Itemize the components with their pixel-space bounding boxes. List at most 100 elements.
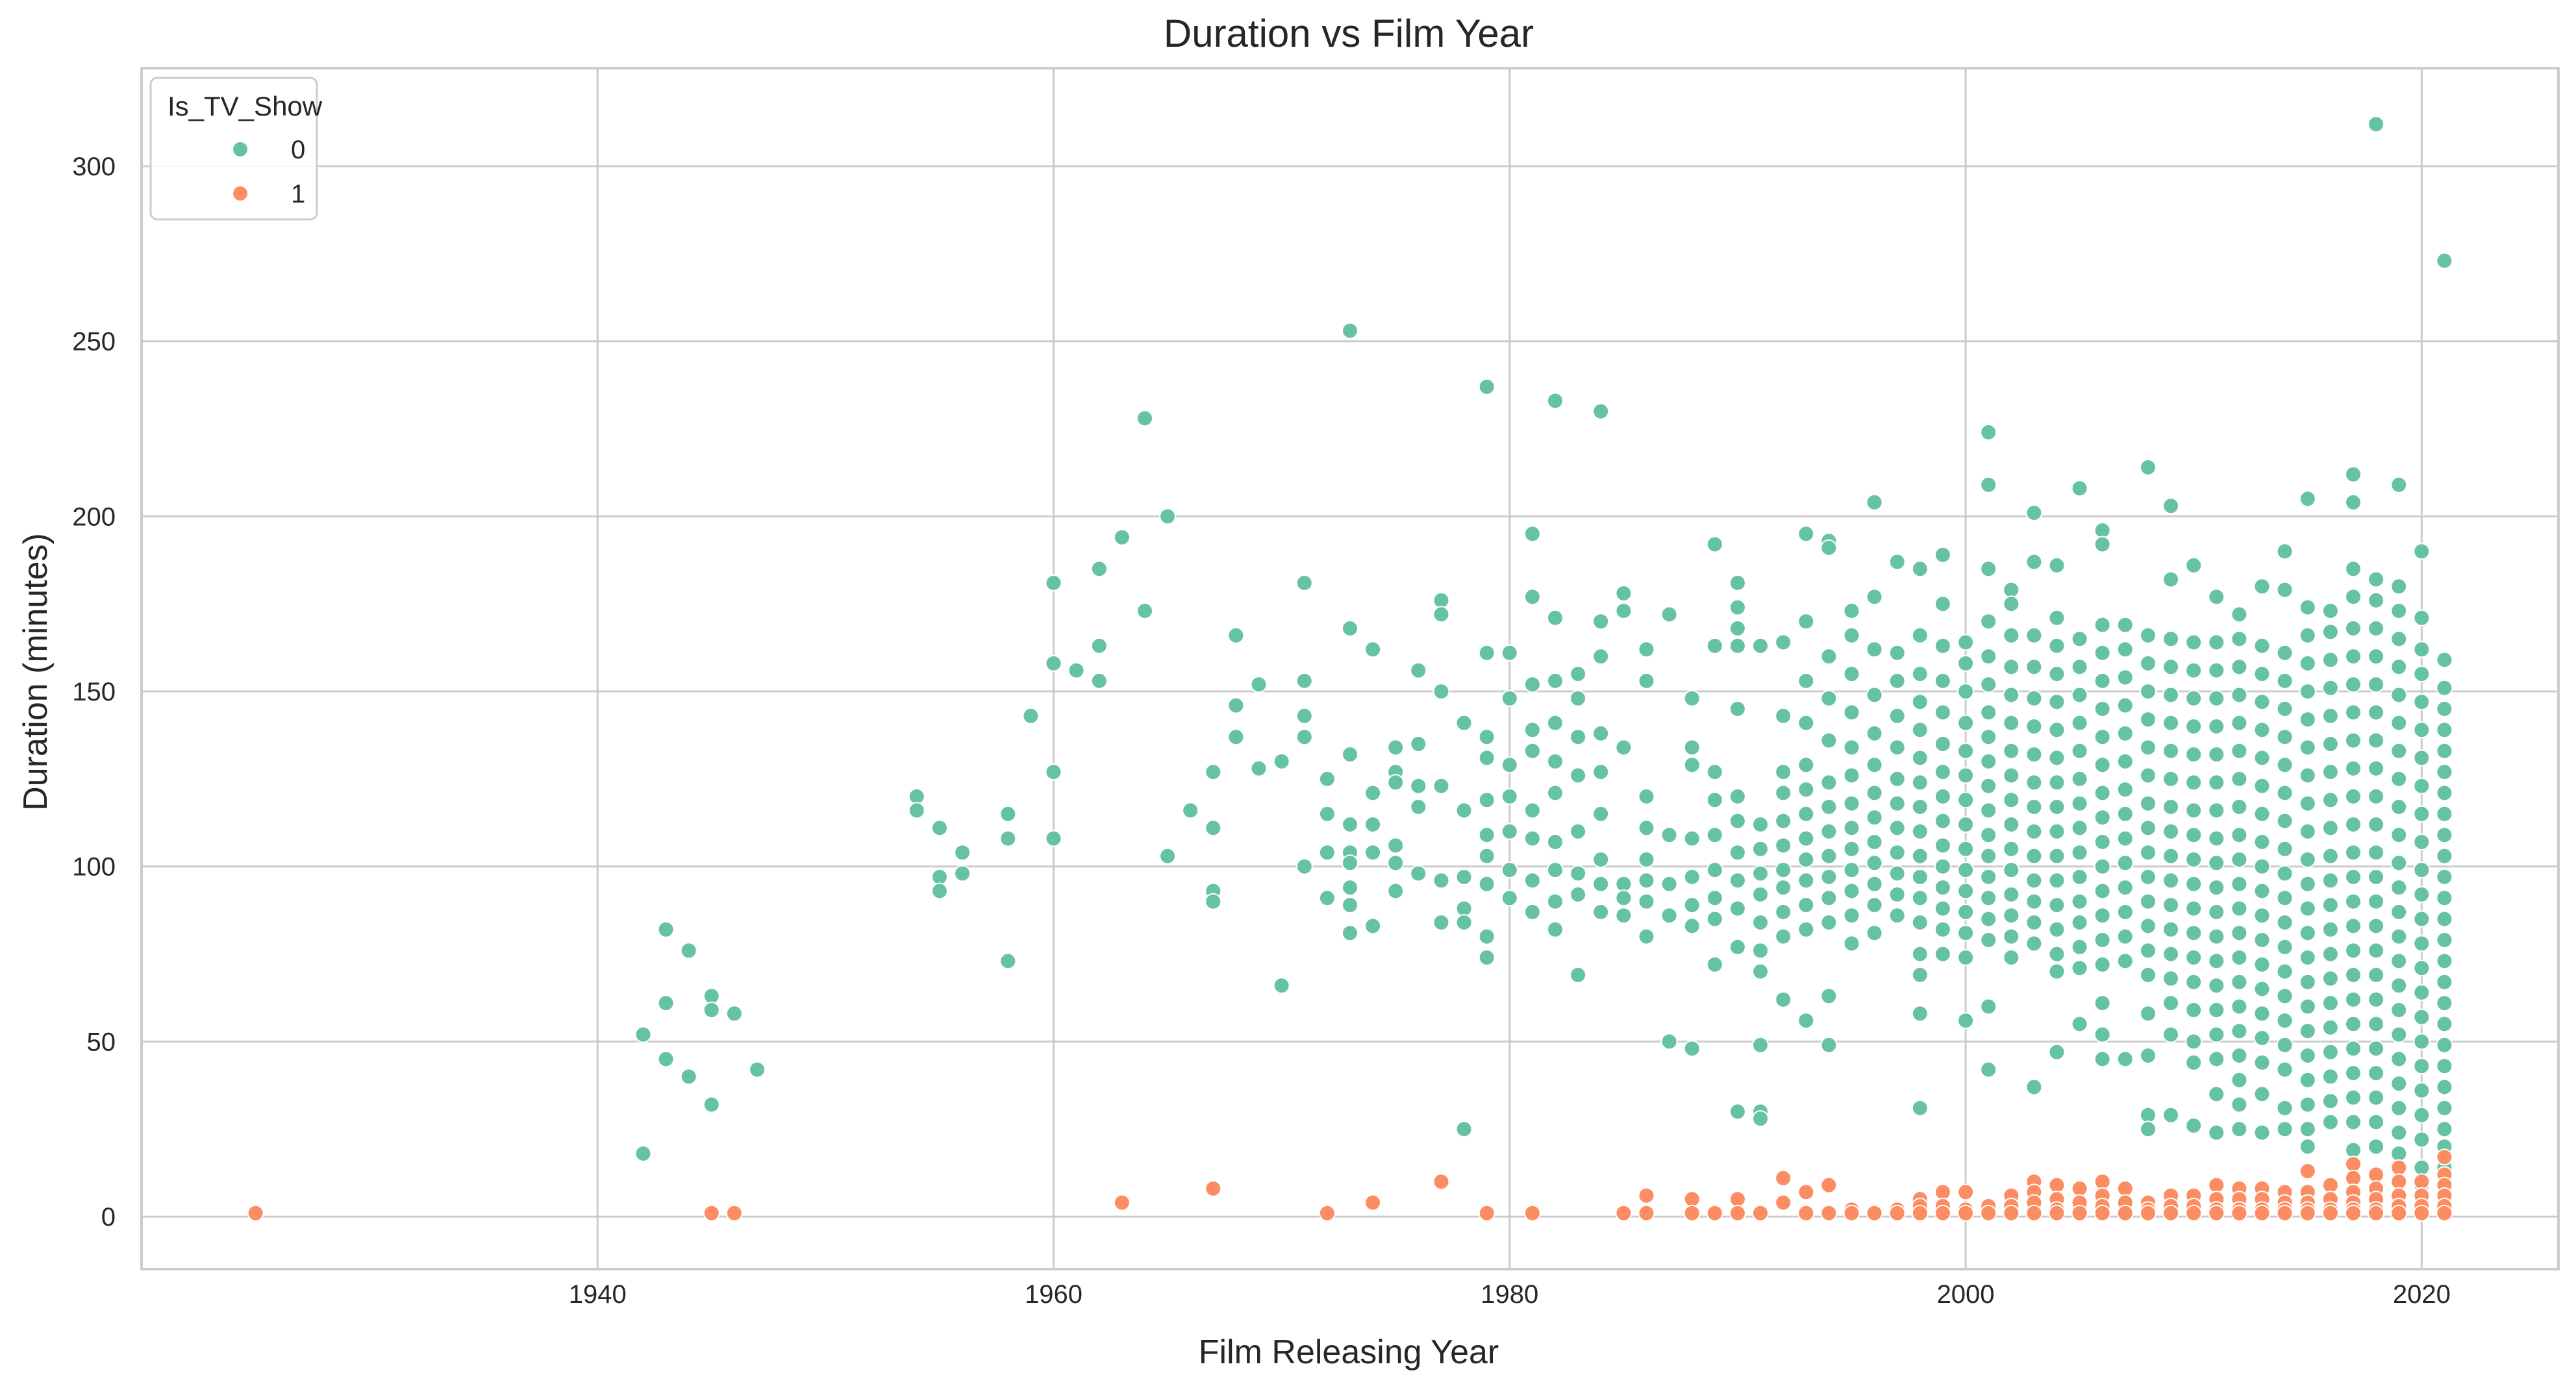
data-point-series-0	[2413, 641, 2431, 658]
data-point-series-0	[2231, 770, 2248, 787]
data-point-series-0	[1866, 834, 1883, 850]
data-point-series-0	[1957, 924, 1975, 942]
data-point-series-0	[2025, 553, 2043, 571]
data-point-series-0	[2162, 497, 2180, 515]
data-point-series-0	[2299, 1138, 2316, 1156]
data-point-series-0	[1342, 620, 1358, 637]
data-point-series-0	[2048, 897, 2066, 914]
data-point-series-0	[1957, 791, 1975, 809]
data-point-series-1	[1934, 1204, 1951, 1222]
data-point-series-0	[2071, 770, 2088, 787]
data-point-series-0	[2299, 823, 2316, 840]
data-point-series-0	[2345, 620, 2362, 637]
data-point-series-0	[1113, 528, 1131, 546]
data-point-series-0	[1866, 493, 1883, 511]
data-point-series-0	[2162, 823, 2180, 840]
data-point-series-0	[2003, 658, 2020, 676]
data-point-series-0	[2276, 840, 2294, 858]
data-point-series-0	[2368, 1138, 2385, 1156]
data-point-series-0	[2162, 686, 2180, 704]
data-point-series-0	[1934, 921, 1951, 938]
data-point-series-0	[1820, 914, 1838, 931]
data-point-series-0	[2208, 977, 2225, 995]
data-point-series-0	[2413, 721, 2431, 739]
data-point-series-1	[2094, 1173, 2111, 1191]
data-point-series-0	[2436, 784, 2453, 802]
data-point-series-0	[1752, 865, 1769, 882]
data-point-series-0	[2321, 763, 2339, 781]
data-point-series-0	[2231, 1096, 2248, 1113]
data-point-series-0	[2185, 746, 2203, 763]
data-point-series-0	[2413, 1106, 2431, 1124]
data-point-series-0	[657, 1050, 675, 1068]
data-point-series-0	[1638, 672, 1655, 689]
data-point-series-0	[1843, 861, 1860, 879]
data-point-series-1	[2048, 1204, 2066, 1222]
data-point-series-0	[2048, 556, 2066, 574]
data-point-series-0	[2299, 949, 2316, 966]
data-point-series-1	[1888, 1204, 1906, 1222]
data-point-series-0	[2185, 973, 2203, 991]
data-point-series-0	[1888, 795, 1906, 812]
data-point-series-0	[1820, 732, 1838, 749]
data-point-series-0	[1843, 665, 1860, 683]
data-point-series-0	[2162, 1026, 2180, 1043]
data-point-series-0	[2208, 830, 2225, 847]
data-point-series-0	[2390, 1075, 2408, 1093]
data-point-series-0	[2321, 602, 2339, 619]
data-point-series-0	[2345, 1040, 2362, 1058]
data-point-series-0	[1569, 665, 1587, 683]
data-point-series-0	[1638, 787, 1655, 805]
data-point-series-0	[1638, 872, 1655, 889]
data-point-series-0	[2299, 1047, 2316, 1064]
data-point-series-0	[2276, 865, 2294, 882]
data-point-series-0	[2162, 897, 2180, 914]
data-point-series-0	[1592, 724, 1610, 742]
data-point-series-0	[1342, 746, 1358, 763]
data-point-series-0	[2094, 956, 2111, 973]
legend-label-0: 0	[291, 136, 305, 164]
data-point-series-0	[1205, 819, 1222, 837]
data-point-series-0	[1911, 626, 1929, 644]
data-point-series-0	[1752, 1036, 1769, 1054]
data-point-series-0	[2299, 626, 2316, 644]
data-point-series-0	[1843, 935, 1860, 952]
data-point-series-0	[2185, 1054, 2203, 1071]
data-point-series-0	[2390, 630, 2408, 648]
data-point-series-0	[2390, 714, 2408, 732]
data-point-series-0	[2116, 879, 2134, 897]
data-point-series-0	[2321, 921, 2339, 938]
data-point-series-0	[1980, 704, 1997, 721]
data-point-series-0	[2321, 897, 2339, 914]
data-point-series-0	[1615, 585, 1632, 602]
data-point-series-0	[2390, 578, 2408, 595]
data-point-series-1	[1775, 1194, 1792, 1211]
data-point-series-0	[2162, 847, 2180, 865]
data-point-series-0	[1227, 626, 1245, 644]
data-point-series-0	[1843, 882, 1860, 900]
data-point-series-0	[1136, 410, 1153, 427]
data-point-series-0	[2071, 686, 2088, 704]
data-point-series-0	[2253, 1124, 2271, 1141]
data-point-series-0	[1273, 977, 1290, 995]
data-point-series-0	[2003, 907, 2020, 924]
data-point-series-0	[1501, 787, 1518, 805]
data-point-series-0	[2413, 885, 2431, 903]
data-point-series-1	[1478, 1204, 1495, 1222]
data-point-series-0	[2413, 1033, 2431, 1050]
data-point-series-0	[2413, 984, 2431, 1001]
x-tick-label: 1980	[1481, 1280, 1538, 1309]
data-point-series-0	[2140, 683, 2157, 700]
data-point-series-0	[2140, 942, 2157, 959]
data-point-series-0	[1888, 844, 1906, 861]
data-point-series-0	[1295, 574, 1313, 591]
data-point-series-0	[2276, 1099, 2294, 1117]
data-point-series-0	[2436, 973, 2453, 991]
data-point-series-0	[1455, 802, 1473, 819]
data-point-series-0	[2436, 742, 2453, 760]
data-point-series-0	[2071, 938, 2088, 956]
data-point-series-0	[2208, 1001, 2225, 1019]
data-point-series-0	[1364, 917, 1382, 935]
data-point-series-0	[1980, 613, 1997, 630]
data-point-series-0	[2003, 949, 2020, 966]
